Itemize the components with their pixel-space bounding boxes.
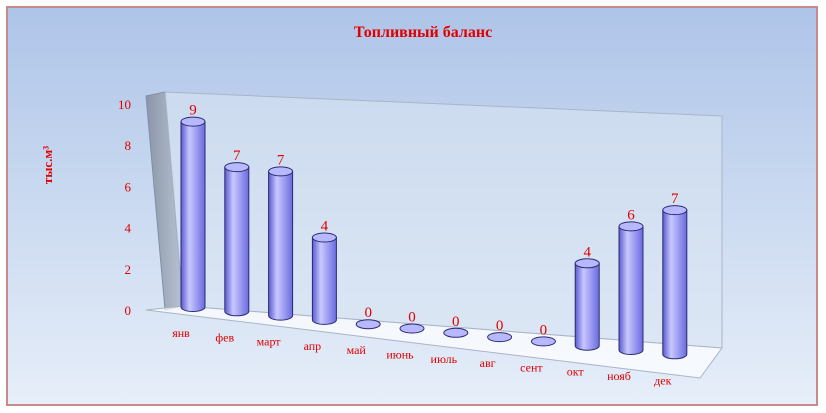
bar-окт [574,258,600,351]
data-label: 7 [277,152,285,168]
bar-top [311,232,337,243]
bar-body [618,225,644,355]
category-label: март [257,335,282,349]
category-label: июнь [386,348,414,362]
y-tick-label: 2 [125,262,132,277]
y-tick-label: 8 [125,138,132,153]
bar-авг [487,332,513,343]
category-label: июль [431,352,458,366]
bar-июнь [399,323,425,334]
bar-body [662,209,688,360]
bar-body [311,237,337,325]
category-label: дек [654,373,671,387]
bar-top [662,205,688,216]
bar-top [180,116,206,127]
floor [145,305,723,379]
category-label: янв [172,326,190,340]
category-label: авг [480,356,496,370]
data-label: 7 [671,191,679,207]
data-label: 4 [321,219,329,235]
y-tick-label: 10 [118,97,131,112]
bar-body [574,262,600,351]
bar-фев [224,162,250,317]
bar-top [443,327,469,338]
bar-top [574,258,600,269]
bar-top [224,162,250,173]
bar-дек [662,205,688,360]
bar-body [224,166,250,317]
bar-нояб [618,221,644,355]
bar-top [618,221,644,232]
category-label: май [347,343,367,357]
bar-сент [530,336,556,347]
category-label: фев [215,330,234,344]
bar-янв [180,116,206,312]
data-label: 0 [540,322,548,338]
category-label: сент [520,360,543,374]
data-label: 7 [233,148,241,164]
category-label: окт [567,365,585,379]
data-labels: 9 7 7 4 0 0 0 0 0 4 6 7 [189,103,679,339]
bar-март [268,166,294,321]
bar-top [487,332,513,343]
data-label: 0 [408,310,416,326]
data-label: 9 [189,103,197,119]
y-tick-label: 4 [125,221,132,236]
y-axis-label: тыс.м³ [40,146,55,184]
bar-top [399,323,425,334]
bar-top [355,319,381,330]
bar-body [180,121,206,312]
bar-май [355,319,381,330]
y-tick-label: 0 [125,303,132,318]
category-label: нояб [607,369,631,383]
y-tick-label: 6 [125,179,132,194]
bar-апр [311,232,337,325]
data-label: 0 [364,305,372,321]
bar-июль [443,327,469,338]
bars [180,116,688,360]
data-label: 0 [452,314,460,330]
data-label: 4 [583,244,591,260]
category-labels: янв фев март апр май июнь июль авг сент окт нояб де… [172,326,671,387]
bar-top [268,166,294,177]
data-label: 0 [496,318,504,334]
chart-title: Топливный баланс [354,24,492,41]
bar-top [530,336,556,347]
category-label: апр [304,339,322,353]
y-axis-ticks: 0 2 4 6 8 10 [118,97,132,318]
bar-body [268,170,294,321]
data-label: 6 [627,207,635,223]
